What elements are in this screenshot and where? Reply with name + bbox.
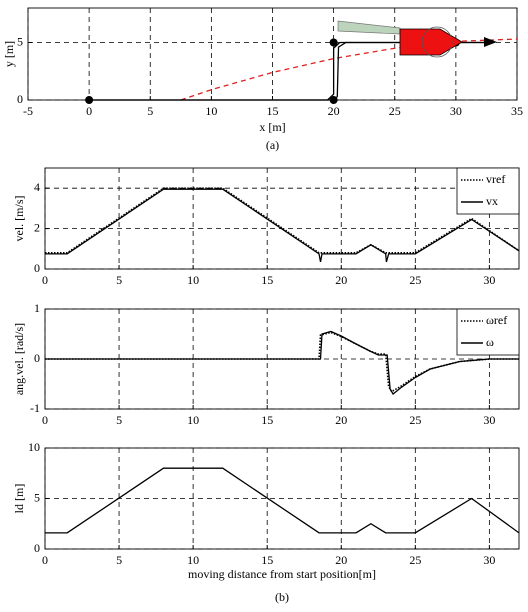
y-tick-label: 10 xyxy=(28,440,40,454)
x-tick-label: 0 xyxy=(86,104,92,118)
y-tick-label: 2 xyxy=(34,220,40,234)
x-tick-label: 15 xyxy=(261,553,273,567)
caption: (a) xyxy=(266,138,279,152)
x-tick-label: 0 xyxy=(42,273,48,287)
y-tick-label: 0 xyxy=(34,541,40,555)
lookahead-circle xyxy=(421,26,453,58)
series-line xyxy=(45,187,520,254)
series-line xyxy=(89,41,493,101)
x-axis-label: x [m] xyxy=(259,120,285,134)
vehicle-drawing xyxy=(337,20,497,58)
heading-arrow xyxy=(484,37,497,47)
vehicle-body xyxy=(399,28,463,56)
x-tick-label: 30 xyxy=(483,413,495,427)
y-axis-label: y [m] xyxy=(2,41,16,67)
plot-frame xyxy=(44,447,520,550)
x-tick-label: 10 xyxy=(187,553,199,567)
x-tick-label: 10 xyxy=(187,413,199,427)
x-tick-label: 20 xyxy=(328,104,340,118)
x-tick-label: 20 xyxy=(335,273,347,287)
x-tick-label: 5 xyxy=(147,104,153,118)
x-tick-label: 20 xyxy=(335,553,347,567)
series-line xyxy=(45,331,519,393)
x-tick-label: 0 xyxy=(42,413,48,427)
point xyxy=(329,38,338,47)
x-tick-label: 25 xyxy=(409,273,421,287)
view-cone xyxy=(337,20,401,35)
series-line xyxy=(45,467,520,534)
y-tick-label: 0 xyxy=(34,351,40,365)
x-tick-label: 15 xyxy=(261,273,273,287)
x-tick-label: 25 xyxy=(409,413,421,427)
x-tick-label: 10 xyxy=(187,273,199,287)
y-tick-label: 1 xyxy=(34,301,40,315)
x-tick-label: 30 xyxy=(483,553,495,567)
x-tick-label: 10 xyxy=(205,104,217,118)
y-tick-label: 0 xyxy=(17,92,23,106)
x-tick-label: 25 xyxy=(409,553,421,567)
x-tick-label: 35 xyxy=(511,104,523,118)
legend-label: vx xyxy=(486,194,498,208)
x-tick-label: 5 xyxy=(116,413,122,427)
y-axis-label: ang.vel. [rad/s] xyxy=(12,323,26,395)
y-axis-label: vel. [m/s] xyxy=(12,196,26,242)
x-tick-label: 5 xyxy=(116,273,122,287)
point xyxy=(329,96,338,104)
y-tick-label: 5 xyxy=(34,490,40,504)
legend-box xyxy=(456,167,520,215)
x-tick-label: -5 xyxy=(23,104,33,118)
series-line xyxy=(45,188,520,263)
x-tick-label: 15 xyxy=(267,104,279,118)
y-tick-label: 5 xyxy=(17,34,23,48)
y-tick-label: 4 xyxy=(34,180,40,194)
x-tick-label: 15 xyxy=(261,413,273,427)
legend-label: vref xyxy=(486,172,505,186)
series-line xyxy=(45,330,519,395)
y-tick-label: 0 xyxy=(34,261,40,275)
legend-box xyxy=(456,308,520,356)
x-tick-label: 5 xyxy=(116,553,122,567)
legend-label: ω xyxy=(486,335,494,349)
y-axis-label: ld [m] xyxy=(12,484,26,514)
x-tick-label: 0 xyxy=(42,553,48,567)
legend-label: ωref xyxy=(486,313,507,327)
series-line xyxy=(180,38,518,101)
x-tick-label: 30 xyxy=(483,273,495,287)
x-tick-label: 25 xyxy=(389,104,401,118)
point xyxy=(85,96,94,104)
caption: (b) xyxy=(275,590,289,604)
y-tick-label: -1 xyxy=(30,401,40,415)
plot-frame xyxy=(44,167,520,270)
x-tick-label: 30 xyxy=(450,104,462,118)
x-axis-label: moving distance from start position[m] xyxy=(188,567,376,581)
x-tick-label: 20 xyxy=(335,413,347,427)
